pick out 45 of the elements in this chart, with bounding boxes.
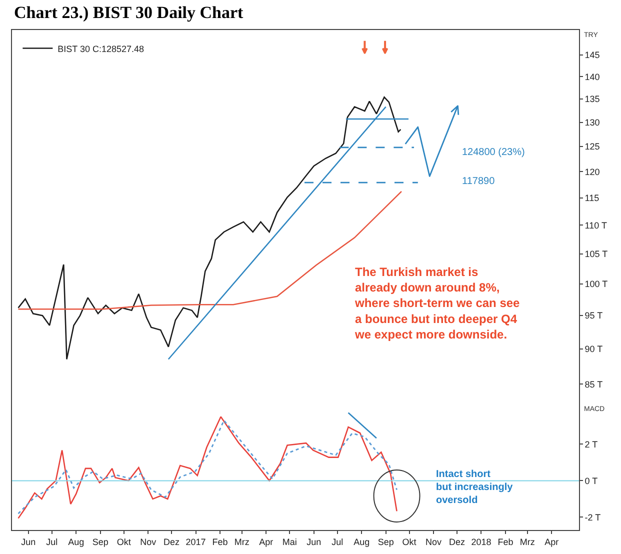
x-tick-label: Dez <box>164 536 180 547</box>
chart-title: Chart 23.) BIST 30 Daily Chart <box>13 2 244 24</box>
x-tick-label: Jun <box>21 536 36 547</box>
x-tick-label: Mrz <box>234 536 250 547</box>
legend-label: BIST 30 C:128527.48 <box>58 44 144 54</box>
x-tick-label: Apr <box>259 536 274 547</box>
annotation: The Turkish market is already down around 8%, where short-term we can see a bounce but into deeper Q4 we expect more downside. <box>354 265 520 342</box>
x-tick-label: Apr <box>544 536 559 547</box>
x-tick-label: Mrz <box>520 536 536 547</box>
y-tick-label: 145 <box>584 50 600 60</box>
x-tick-label: Aug <box>68 536 84 547</box>
y-tick-label: -2 T <box>584 512 602 522</box>
y-tick-label: 125 <box>584 142 600 152</box>
y-tick-label: 100 T <box>584 279 608 290</box>
x-tick-label: Nov <box>426 536 442 547</box>
x-tick-label: Jul <box>332 536 344 547</box>
x-tick-label: 2018 <box>471 536 492 547</box>
y-tick-label: 105 T <box>584 249 608 260</box>
y-tick-label: 110 T <box>584 220 608 230</box>
x-tick-label: Jun <box>306 536 322 547</box>
x-tick-label: Dez <box>448 536 466 547</box>
x-tick-label: Sep <box>378 536 394 547</box>
x-tick-label: Aug <box>354 536 370 547</box>
x-tick-label: Okt <box>402 536 417 547</box>
x-tick-label: Okt <box>116 536 132 547</box>
x-tick-label: Sep <box>92 536 108 547</box>
y-tick-label: 85 T <box>584 379 604 390</box>
y-tick-label: 95 T <box>584 310 604 321</box>
y-tick-label: 120 <box>584 166 600 177</box>
y-tick-label: 2 T <box>584 439 598 450</box>
x-tick-label: Feb <box>498 536 514 547</box>
annotation: 117890 <box>462 176 496 187</box>
annotation: 124800 (23%) <box>462 147 525 158</box>
y-tick-label: 140 <box>584 72 600 82</box>
y-tick-label: 90 T <box>584 344 604 354</box>
y-tick-label: 0 T <box>584 476 598 486</box>
y-tick-label: 115 <box>584 192 600 203</box>
y-tick-label: 130 <box>584 117 600 128</box>
y-tick-label: 135 <box>584 94 600 104</box>
x-tick-label: Feb <box>212 536 228 547</box>
annotation: Intact short but increasingly oversold <box>436 469 514 506</box>
x-tick-label: Nov <box>140 536 157 547</box>
x-tick-label: Jul <box>46 536 58 547</box>
x-tick-label: Mai <box>282 536 297 547</box>
x-tick-label: 2017 <box>186 536 206 547</box>
